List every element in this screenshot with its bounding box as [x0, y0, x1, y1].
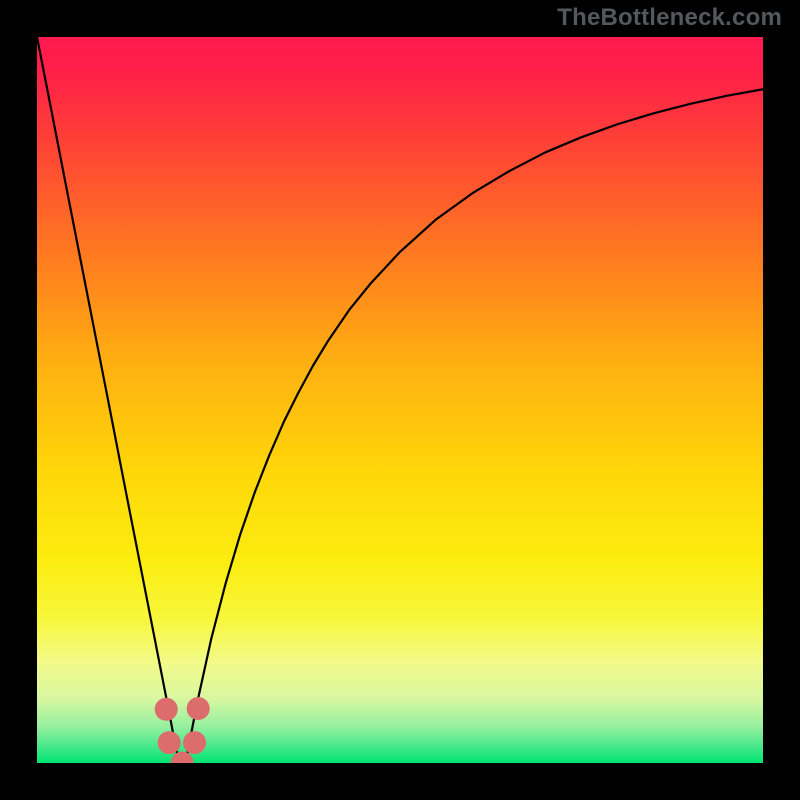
plot-area — [37, 37, 763, 763]
highlight-marker — [184, 732, 206, 754]
highlight-marker — [187, 698, 209, 720]
bottleneck-chart — [37, 37, 763, 763]
gradient-background — [37, 37, 763, 763]
highlight-marker — [158, 732, 180, 754]
watermark-text: TheBottleneck.com — [557, 4, 782, 32]
highlight-marker — [155, 698, 177, 720]
chart-frame: TheBottleneck.com — [0, 0, 800, 800]
